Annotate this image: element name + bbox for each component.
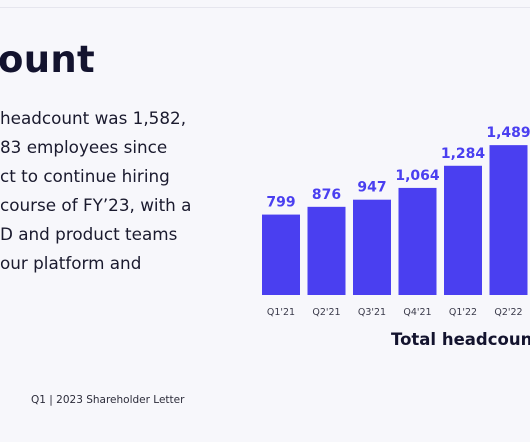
paragraph-line: ct to continue hiring xyxy=(0,166,170,186)
value-label: 799 xyxy=(266,195,295,211)
bar-Q1'21 xyxy=(262,214,300,295)
headcount-paragraph: headcount was 1,582, 83 employees since … xyxy=(0,104,255,278)
x-tick-label: Q1'21 xyxy=(267,307,295,318)
value-label: 947 xyxy=(357,180,386,196)
bar-Q2'21 xyxy=(307,206,346,295)
page-heading: ount xyxy=(0,38,95,81)
chart-title: Total headcoun xyxy=(391,330,530,349)
footer-text: Q1 | 2023 Shareholder Letter xyxy=(31,394,185,406)
paragraph-line: D and product teams xyxy=(0,224,178,244)
value-label: 876 xyxy=(312,187,341,203)
paragraph-line: 83 employees since xyxy=(0,137,168,157)
paragraph-line: our platform and xyxy=(0,253,142,273)
x-tick-label: Q1'22 xyxy=(449,307,477,318)
bar-Q4'21 xyxy=(398,187,437,295)
x-tick-label: Q2'21 xyxy=(312,307,340,318)
x-tick-label: Q2'22 xyxy=(494,307,522,318)
x-tick-label: Q4'21 xyxy=(403,307,431,318)
top-divider xyxy=(0,7,530,8)
paragraph-line: course of FY’23, with a xyxy=(0,195,192,215)
value-label: 1,489 xyxy=(486,125,530,141)
x-tick-label: Q3'21 xyxy=(358,307,386,318)
headcount-bar-chart: 799 Q1'21 876 Q2'21 947 Q3'21 1,064 Q4'21 1,284 Q… xyxy=(262,125,530,318)
value-label: 1,064 xyxy=(395,168,440,184)
bar-Q2'22 xyxy=(489,145,528,295)
bar-Q3'21 xyxy=(353,199,391,295)
paragraph-line: headcount was 1,582, xyxy=(0,108,187,128)
value-label: 1,284 xyxy=(441,146,486,162)
bar-Q1'22 xyxy=(444,165,482,295)
